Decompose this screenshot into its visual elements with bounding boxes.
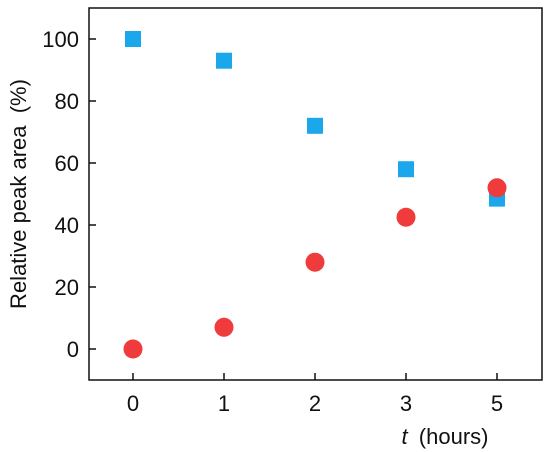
x-tick-label: 5	[491, 391, 503, 416]
y-tick-label: 100	[42, 27, 79, 52]
y-tick-label: 0	[67, 337, 79, 362]
y-tick-label: 60	[55, 151, 79, 176]
y-tick-label: 80	[55, 89, 79, 114]
plot-frame	[88, 7, 543, 381]
tick-labels: 0 20 40 60 80 100 0 1 2 3 5	[42, 27, 503, 416]
x-tick-label: 3	[400, 391, 412, 416]
x-axis-variable: t	[402, 424, 409, 449]
square-point-3	[398, 161, 414, 178]
x-tick-label: 2	[309, 391, 321, 416]
circle-point-2	[305, 252, 325, 272]
x-tick-label: 0	[127, 391, 139, 416]
x-tick-label: 1	[218, 391, 230, 416]
tick-marks	[89, 38, 498, 380]
x-axis-label: t (hours)	[402, 424, 489, 449]
circle-point-0	[123, 339, 143, 359]
y-tick-label: 20	[55, 275, 79, 300]
square-point-2	[307, 117, 323, 134]
square-point-1	[216, 52, 232, 69]
x-axis-unit: (hours)	[419, 424, 489, 449]
y-tick-label: 40	[55, 213, 79, 238]
y-axis-label: Relative peak area (%)	[6, 79, 31, 309]
circle-point-3	[396, 207, 416, 227]
data-points	[123, 31, 507, 359]
circle-point-1	[214, 317, 234, 337]
square-point-0	[125, 31, 141, 47]
circle-point-5	[487, 178, 507, 198]
